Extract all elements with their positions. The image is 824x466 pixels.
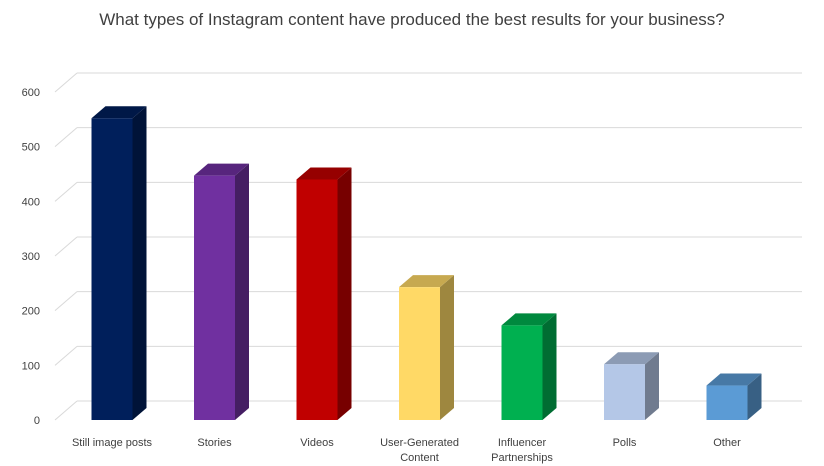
x-tick-label: Other bbox=[713, 437, 741, 449]
y-tick-label: 200 bbox=[22, 306, 40, 318]
x-tick-label: Still image posts bbox=[72, 437, 153, 449]
bar-front bbox=[501, 325, 543, 420]
gridline-slant bbox=[54, 345, 78, 366]
bar-side bbox=[440, 275, 454, 420]
gridline-slant bbox=[54, 400, 78, 421]
bar-top bbox=[91, 106, 147, 119]
x-tick-label: Influencer Partnerships bbox=[491, 437, 553, 464]
bar-top bbox=[604, 352, 659, 365]
y-tick-label: 100 bbox=[22, 360, 40, 372]
bar-top bbox=[501, 313, 557, 326]
bar-side bbox=[645, 352, 659, 420]
bar-front bbox=[296, 179, 338, 420]
bar-3 bbox=[399, 275, 454, 420]
bar-6 bbox=[706, 373, 762, 420]
bar-top bbox=[296, 167, 352, 180]
bar-2 bbox=[296, 167, 352, 420]
bar-0 bbox=[91, 106, 147, 421]
chart-title: What types of Instagram content have pro… bbox=[99, 10, 725, 29]
bar-4 bbox=[501, 313, 557, 420]
bar-side bbox=[235, 163, 249, 420]
bar-top bbox=[706, 373, 762, 386]
bar-5 bbox=[604, 352, 659, 420]
bar-front bbox=[194, 175, 235, 420]
bar-front bbox=[706, 385, 748, 420]
bar-front bbox=[399, 287, 440, 420]
gridline-slant bbox=[54, 127, 78, 148]
bars bbox=[91, 106, 762, 421]
gridline-slant bbox=[54, 236, 78, 257]
y-axis: 0 100 200 300 400 500 600 bbox=[22, 87, 40, 427]
x-axis: Still image posts Stories Videos User-Gener… bbox=[72, 437, 741, 464]
y-tick-label: 0 bbox=[34, 415, 40, 427]
bar-front bbox=[91, 118, 133, 421]
bar-front bbox=[604, 364, 645, 420]
bar-top bbox=[399, 275, 454, 288]
gridline-slant bbox=[54, 291, 78, 312]
x-tick-label: User-Generated Content bbox=[380, 437, 459, 464]
bar-side bbox=[337, 167, 352, 420]
bar-top bbox=[194, 163, 249, 176]
x-tick-label: Videos bbox=[300, 437, 334, 449]
bar-side bbox=[747, 373, 762, 420]
y-tick-label: 300 bbox=[22, 251, 40, 263]
y-tick-label: 400 bbox=[22, 196, 40, 208]
gridline-slant bbox=[54, 181, 78, 202]
bar-side bbox=[132, 106, 147, 421]
x-tick-label: Stories bbox=[197, 437, 232, 449]
gridline-slant bbox=[54, 72, 78, 93]
y-tick-label: 600 bbox=[22, 87, 40, 99]
bar-side bbox=[542, 313, 557, 420]
x-tick-label: Polls bbox=[613, 437, 637, 449]
y-tick-label: 500 bbox=[22, 142, 40, 154]
bar-1 bbox=[194, 163, 249, 420]
